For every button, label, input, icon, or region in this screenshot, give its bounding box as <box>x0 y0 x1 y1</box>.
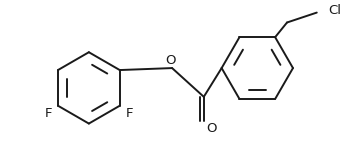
Text: O: O <box>206 122 217 135</box>
Text: O: O <box>165 54 175 67</box>
Text: F: F <box>126 107 134 120</box>
Text: Cl: Cl <box>328 4 341 17</box>
Text: F: F <box>44 107 52 120</box>
